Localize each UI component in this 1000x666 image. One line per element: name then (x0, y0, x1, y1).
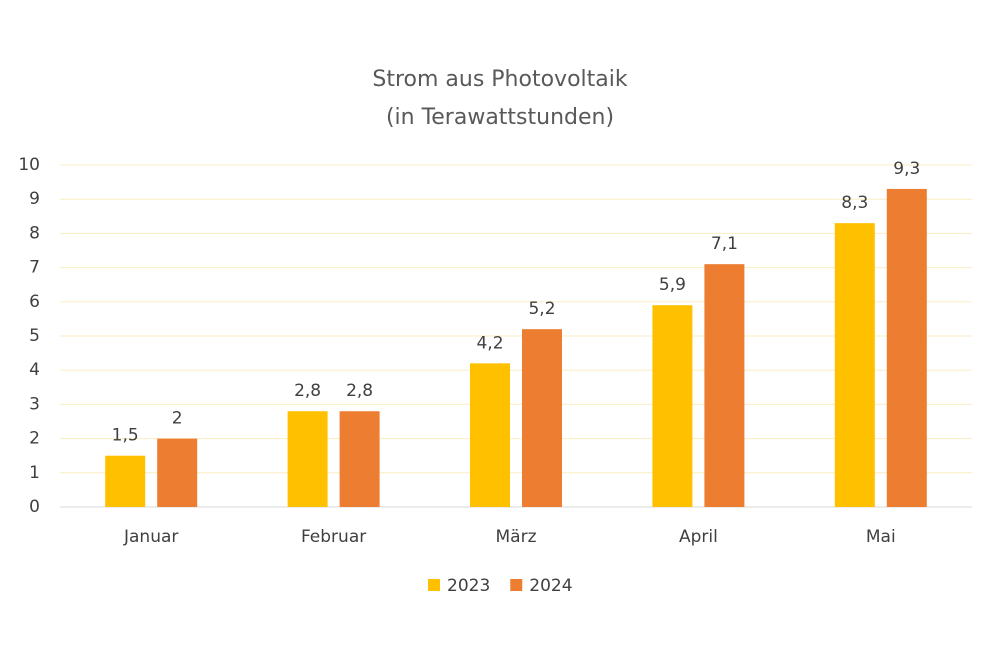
y-tick-label: 3 (29, 394, 40, 414)
y-tick-label: 8 (29, 223, 40, 243)
y-tick-label: 1 (29, 463, 40, 483)
value-label: 5,2 (528, 299, 555, 319)
chart-subtitle: (in Terawattstunden) (386, 105, 614, 130)
bar (105, 455, 146, 507)
value-label: 2,8 (346, 381, 373, 401)
x-tick-label: Januar (123, 527, 178, 547)
value-label: 2,8 (294, 381, 321, 401)
value-label: 9,3 (893, 159, 920, 179)
bar (470, 363, 510, 507)
legend-swatch (428, 579, 440, 591)
legend-label: 2023 (447, 576, 490, 596)
bar (704, 264, 745, 507)
y-tick-label: 7 (29, 258, 40, 278)
x-tick-label: Mai (866, 527, 896, 547)
legend-label: 2024 (529, 576, 572, 596)
bar (834, 223, 875, 507)
bar (157, 438, 198, 507)
y-tick-label: 10 (18, 155, 40, 175)
x-tick-label: Februar (301, 527, 366, 547)
value-label: 5,9 (659, 275, 686, 295)
bar (287, 411, 328, 507)
y-tick-label: 2 (29, 429, 40, 449)
x-tick-label: März (496, 527, 537, 547)
bar (522, 329, 562, 507)
y-tick-label: 6 (29, 292, 40, 312)
legend-swatch (510, 579, 523, 591)
chart-title: Strom aus Photovoltaik (372, 67, 627, 92)
bar (652, 305, 693, 507)
y-tick-label: 0 (29, 497, 40, 517)
value-label: 4,2 (476, 333, 503, 353)
y-tick-label: 4 (29, 360, 40, 380)
x-tick-label: April (679, 527, 718, 547)
bar (339, 411, 380, 507)
value-label: 8,3 (841, 193, 868, 213)
value-label: 7,1 (711, 234, 738, 254)
y-tick-label: 5 (29, 326, 40, 346)
value-label: 2 (172, 409, 183, 429)
y-tick-label: 9 (29, 189, 40, 209)
value-label: 1,5 (112, 426, 139, 446)
bar (886, 188, 927, 507)
